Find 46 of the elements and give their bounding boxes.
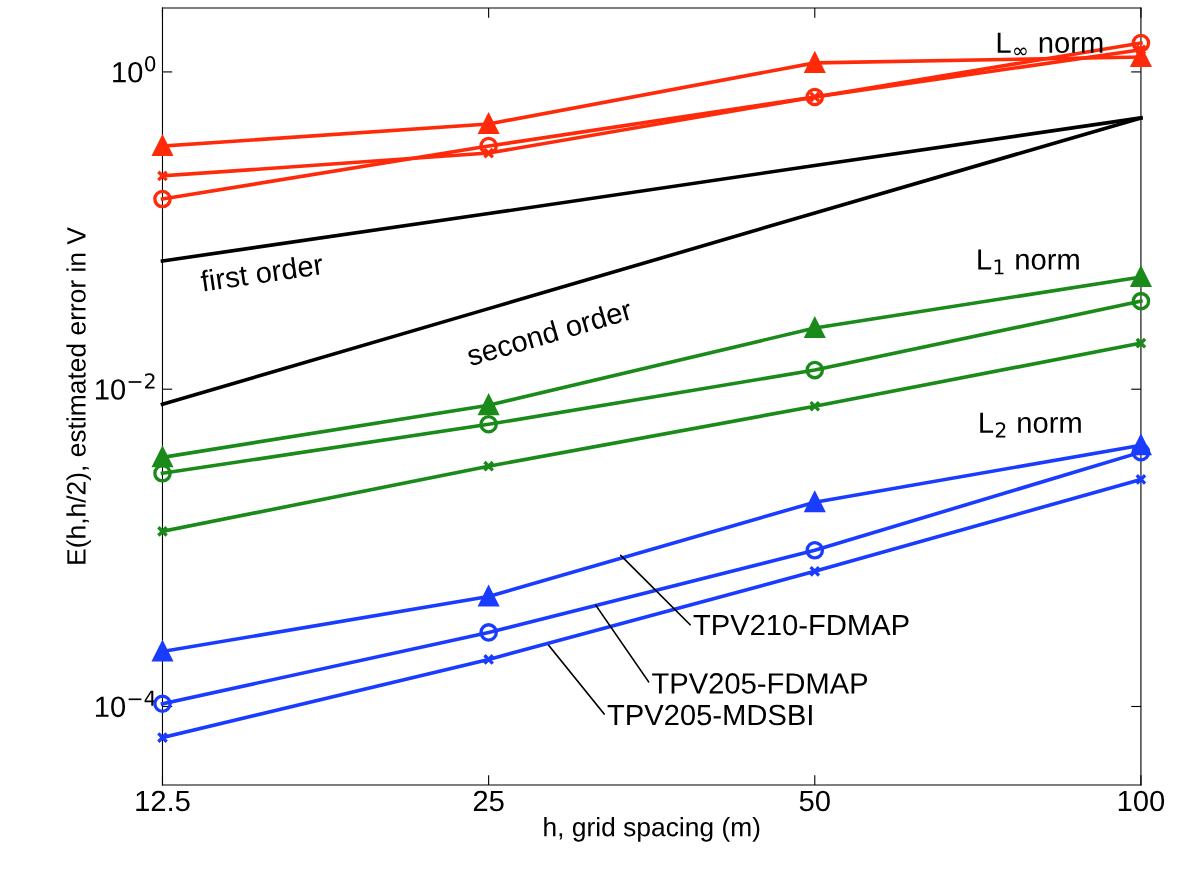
annotation: TPV205-MDSBI — [607, 704, 812, 726]
point — [1131, 33, 1151, 53]
point — [808, 565, 821, 578]
annotation: L$_{1}$ norm — [978, 249, 1079, 275]
point — [482, 460, 495, 473]
y-tick-label: 10$^{−2}$ — [95, 373, 155, 400]
point — [151, 639, 174, 662]
point — [152, 447, 173, 468]
point — [1130, 267, 1151, 288]
point — [478, 113, 499, 134]
annotation: L$_{2}$ norm — [980, 412, 1081, 438]
point — [152, 136, 173, 157]
point — [479, 623, 498, 642]
x-tick-label: 25 — [473, 790, 504, 812]
point — [804, 492, 825, 513]
y-tick-label: 10$^{−4}$ — [95, 690, 156, 718]
point — [803, 50, 826, 73]
point — [153, 694, 172, 714]
point — [482, 147, 495, 159]
annotation: second order — [465, 298, 634, 367]
x-tick-label: 12.5 — [136, 790, 190, 812]
point — [805, 540, 825, 560]
point — [156, 525, 169, 538]
point — [479, 414, 498, 434]
point — [156, 170, 169, 182]
y-axis-title: E(h,h/2), estimated error in V — [66, 227, 91, 564]
annotation: first order — [199, 252, 324, 292]
annotation: TPV205-FDMAP — [652, 673, 868, 694]
point — [804, 318, 825, 339]
point — [1131, 442, 1151, 462]
point — [1135, 337, 1147, 350]
x-tick-label: 50 — [799, 790, 830, 812]
point — [156, 731, 169, 744]
x-tick-label: 100 — [1118, 790, 1165, 812]
annotation: L$_{∞}$ norm — [997, 32, 1103, 56]
point — [478, 586, 499, 607]
point — [478, 395, 499, 416]
point — [1131, 291, 1151, 311]
x-axis-title: h, grid spacing (m) — [544, 817, 760, 842]
point — [1135, 473, 1147, 486]
point — [805, 360, 825, 380]
point — [808, 400, 821, 413]
y-tick-label: 10$^{0}$ — [113, 55, 156, 83]
point — [482, 653, 495, 666]
annotation: TPV210-FDMAP — [693, 614, 909, 636]
point — [153, 189, 172, 209]
